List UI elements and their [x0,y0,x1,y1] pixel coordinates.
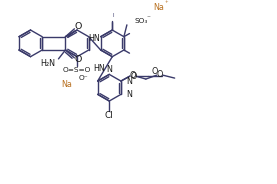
Text: N: N [106,65,112,74]
Text: l: l [112,13,114,18]
Text: H₂N: H₂N [40,59,55,68]
Text: HN: HN [93,64,105,73]
Text: O: O [75,22,82,31]
Text: O⁻: O⁻ [79,75,89,81]
Text: O=S=O: O=S=O [63,68,91,73]
Text: O: O [131,72,137,81]
Text: O: O [152,67,158,76]
Text: ⁻: ⁻ [147,15,151,21]
Text: Na: Na [153,3,164,12]
Text: N: N [126,90,132,99]
Text: ⁺: ⁺ [165,1,168,7]
Text: Cl: Cl [105,111,114,120]
Text: O: O [130,71,136,80]
Text: O: O [75,55,82,64]
Text: Na: Na [62,80,73,89]
Text: N: N [126,77,132,86]
Text: SO₃: SO₃ [134,18,148,24]
Text: HN: HN [88,34,99,43]
Text: O: O [157,70,163,79]
